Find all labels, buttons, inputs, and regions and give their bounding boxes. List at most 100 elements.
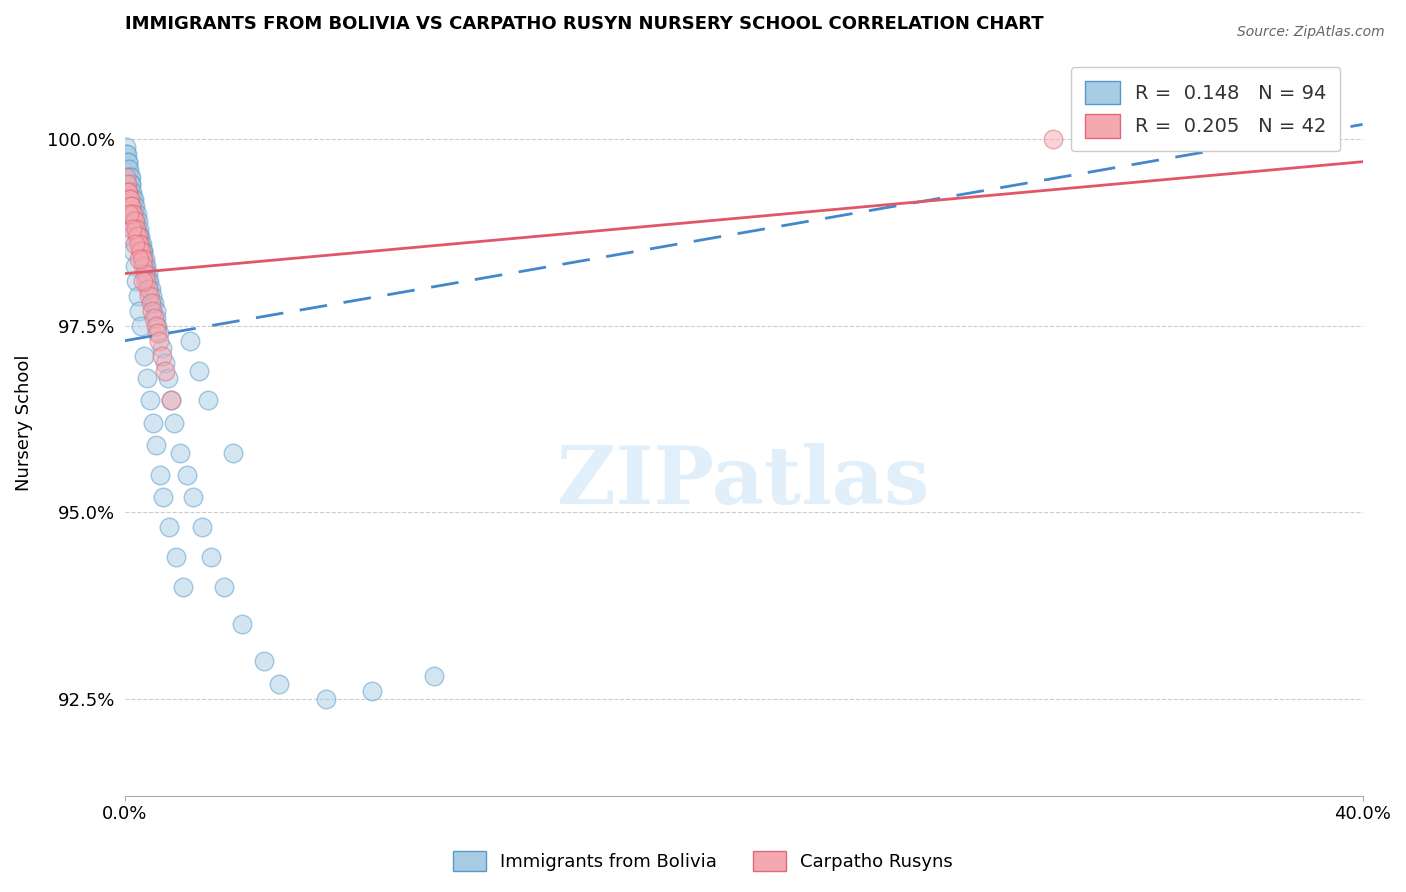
Point (120, 192, 142, 206)
Point (142, 416, 165, 430)
Text: ZIPatlas: ZIPatlas (557, 443, 929, 522)
Point (117, 185, 139, 199)
Point (134, 267, 156, 281)
Point (145, 318, 167, 333)
Point (139, 281, 162, 295)
Point (117, 199, 139, 213)
Point (253, 655, 276, 669)
Point (115, 169, 138, 184)
Point (200, 550, 222, 565)
Point (169, 445, 191, 459)
Point (118, 192, 141, 206)
Point (145, 304, 167, 318)
Legend: R =  0.148   N = 94, R =  0.205   N = 42: R = 0.148 N = 94, R = 0.205 N = 42 (1071, 67, 1340, 152)
Point (191, 520, 214, 534)
Point (132, 252, 155, 266)
Point (120, 199, 142, 213)
Point (315, 691, 337, 706)
Point (165, 550, 187, 565)
Point (128, 236, 150, 251)
Point (121, 185, 143, 199)
Point (423, 669, 446, 683)
Point (121, 192, 143, 206)
Point (129, 244, 152, 259)
Point (124, 214, 146, 228)
Point (125, 222, 148, 236)
Point (115, 147, 138, 161)
Point (124, 222, 146, 236)
Point (132, 244, 155, 259)
Point (128, 229, 150, 244)
Point (135, 274, 157, 288)
Point (122, 192, 145, 206)
Point (156, 371, 179, 385)
Point (121, 222, 143, 236)
Point (134, 252, 156, 266)
Point (153, 356, 176, 370)
Point (145, 311, 167, 326)
Point (128, 252, 150, 266)
Point (127, 229, 149, 244)
Point (117, 169, 139, 184)
Point (153, 363, 176, 377)
Point (138, 289, 160, 303)
Point (135, 259, 157, 273)
Point (176, 468, 198, 483)
Point (131, 244, 153, 259)
Point (122, 244, 145, 259)
Point (128, 236, 150, 251)
Point (128, 229, 150, 244)
Point (115, 185, 138, 199)
Point (160, 393, 183, 408)
Point (141, 296, 163, 310)
Point (148, 334, 170, 348)
Point (222, 445, 245, 459)
Point (115, 177, 138, 191)
Point (125, 229, 148, 244)
Point (117, 185, 139, 199)
Point (118, 177, 141, 191)
Point (139, 296, 162, 310)
Point (135, 267, 157, 281)
Point (128, 222, 150, 236)
Point (138, 274, 160, 288)
Point (150, 341, 173, 355)
Point (136, 267, 159, 281)
Point (146, 326, 169, 341)
Point (120, 169, 142, 184)
Point (129, 236, 152, 251)
Point (149, 468, 172, 483)
Point (131, 244, 153, 259)
Point (120, 177, 142, 191)
Point (132, 274, 155, 288)
Point (125, 274, 148, 288)
Point (129, 244, 152, 259)
Point (117, 162, 139, 177)
Point (143, 311, 166, 326)
Text: IMMIGRANTS FROM BOLIVIA VS CARPATHO RUSYN NURSERY SCHOOL CORRELATION CHART: IMMIGRANTS FROM BOLIVIA VS CARPATHO RUSY… (125, 15, 1043, 33)
Point (129, 318, 152, 333)
Point (122, 199, 145, 213)
Point (117, 154, 139, 169)
Point (124, 207, 146, 221)
Point (172, 580, 194, 594)
Point (120, 229, 142, 244)
Point (115, 147, 138, 161)
Point (120, 169, 142, 184)
Point (145, 438, 167, 452)
Point (125, 222, 148, 236)
Point (159, 520, 181, 534)
Point (135, 371, 157, 385)
Point (136, 281, 159, 295)
Point (1042, 132, 1064, 146)
Point (136, 274, 159, 288)
Point (187, 363, 209, 377)
Point (141, 304, 163, 318)
Point (124, 259, 146, 273)
Point (118, 207, 141, 221)
Legend: Immigrants from Bolivia, Carpatho Rusyns: Immigrants from Bolivia, Carpatho Rusyns (446, 844, 960, 879)
Point (120, 214, 142, 228)
Point (120, 177, 142, 191)
Point (150, 349, 173, 363)
Point (125, 207, 148, 221)
